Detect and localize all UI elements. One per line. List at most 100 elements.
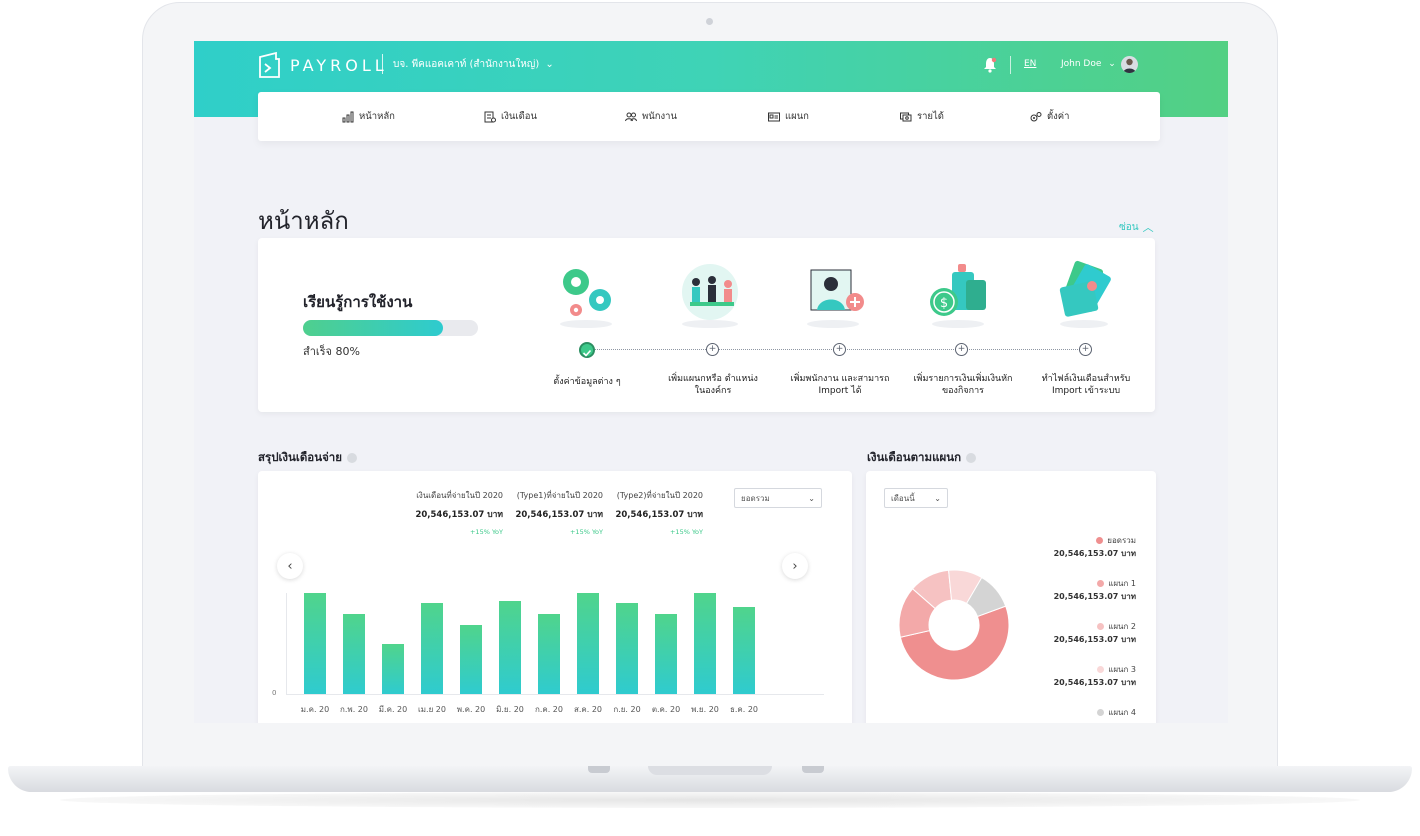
salary-summary-card: เงินเดือนที่จ่ายในปี 2020 20,546,153.07 …	[258, 471, 852, 723]
chart-bar[interactable]	[616, 603, 638, 694]
chart-bar[interactable]	[460, 625, 482, 694]
id-card-icon	[768, 112, 780, 121]
progress-bar	[303, 320, 478, 336]
laptop-shadow	[60, 792, 1360, 808]
chart-bar[interactable]	[421, 603, 443, 694]
chart-bar[interactable]	[499, 601, 521, 694]
help-icon[interactable]	[966, 453, 977, 463]
step-label-line1: ทำไฟล์เงินเดือนสำหรับ	[1041, 374, 1131, 384]
language-toggle[interactable]: EN	[1024, 59, 1037, 69]
x-tick-label: มี.ค. 20	[378, 705, 408, 714]
department-legend: ยอดรวม 20,546,153.07 บาท แผนก 1 20,546,153.…	[976, 534, 1136, 723]
payroll-icon	[484, 111, 496, 122]
nav-item-employees[interactable]: พนักงาน	[625, 92, 677, 141]
stat-change: +15% YoY	[569, 528, 603, 536]
chart-bar[interactable]	[343, 614, 365, 694]
hide-toggle[interactable]: ซ่อน ︿	[1119, 219, 1154, 235]
legend-dot	[1097, 709, 1105, 716]
step-5-label[interactable]: ทำไฟล์เงินเดือนสำหรับ Import เข้าระบบ	[1026, 373, 1146, 397]
x-tick-label: ก.ย. 20	[613, 705, 641, 714]
help-icon[interactable]	[347, 453, 358, 463]
chart-bar[interactable]	[577, 593, 599, 694]
user-menu[interactable]: John Doe ⌄	[1061, 59, 1116, 69]
nav-item-income[interactable]: รายได้	[900, 92, 944, 141]
add-employee-illustration-icon	[807, 269, 864, 328]
salary-summary-title: สรุปเงินเดือนจ่าย	[258, 449, 358, 467]
step-5-plus-icon[interactable]: +	[1079, 343, 1092, 356]
chevron-down-icon: ⌄	[808, 493, 815, 503]
donut-slice[interactable]	[899, 605, 1010, 681]
chevron-down-icon: ⌄	[545, 59, 554, 70]
nav-item-label: เงินเดือน	[501, 111, 537, 122]
x-tick-label: ก.พ. 20	[340, 705, 368, 714]
step-4-plus-icon[interactable]: +	[955, 343, 968, 356]
team-illustration-icon	[682, 264, 738, 328]
step-2-plus-icon[interactable]: +	[706, 343, 719, 356]
stat-total: เงินเดือนที่จ่ายในปี 2020 20,546,153.07 …	[398, 489, 503, 536]
step-label-line2: Import ได้	[818, 386, 862, 396]
legend-item: แผนก 4	[1016, 706, 1136, 719]
x-tick-label: ต.ค. 20	[651, 705, 681, 714]
step-label-line2: ในองค์กร	[694, 386, 732, 396]
laptop-notch	[648, 766, 772, 775]
legend-item: แผนก 2	[1016, 620, 1136, 633]
donut-slice[interactable]	[965, 576, 1007, 618]
y-axis-zero-label: 0	[272, 689, 277, 697]
chart-bar[interactable]	[304, 593, 326, 694]
legend-value: 20,546,153.07 บาท	[1053, 549, 1136, 558]
step-3-plus-icon[interactable]: +	[833, 343, 846, 356]
chart-bar[interactable]	[538, 614, 560, 694]
legend-value: 20,546,153.07 บาท	[1053, 635, 1136, 644]
laptop-hinge-left	[588, 766, 610, 773]
department-salary-title-text: เงินเดือนตามแผนก	[867, 450, 962, 464]
stat-value: 20,546,153.07 บาท	[415, 510, 503, 520]
legend-label: ยอดรวม	[1107, 536, 1136, 545]
step-4-label[interactable]: เพิ่มรายการเงินเพิ่มเงินหัก ของกิจการ	[903, 373, 1023, 397]
chart-y-axis	[286, 593, 287, 695]
header-divider	[382, 54, 383, 74]
legend-dot	[1097, 666, 1105, 673]
legend-item: ยอดรวม	[1016, 534, 1136, 547]
camera-icon	[706, 18, 713, 25]
svg-text:$: $	[940, 296, 948, 311]
chart-prev-button[interactable]: ‹	[277, 553, 303, 579]
chart-bar[interactable]	[694, 593, 716, 694]
period-select[interactable]: เดือนนี้ ⌄	[884, 488, 948, 508]
salary-type-select[interactable]: ยอดรวม ⌄	[734, 488, 822, 508]
stat-change: +15% YoY	[469, 528, 503, 536]
settings-gears-illustration-icon	[560, 269, 612, 328]
nav-item-label: แผนก	[785, 111, 809, 122]
salary-summary-title-text: สรุปเงินเดือนจ่าย	[258, 450, 343, 464]
step-3-label[interactable]: เพิ่มพนักงาน และสามารถ Import ได้	[780, 373, 900, 397]
nav-item-salary[interactable]: เงินเดือน	[484, 92, 537, 141]
company-selector[interactable]: บจ. พีคแอคเคาท์ (สำนักงานใหญ่) ⌄	[393, 57, 554, 72]
money-icon	[900, 112, 912, 121]
x-tick-label: พ.ย. 20	[691, 705, 719, 714]
legend-label: แผนก 1	[1108, 579, 1136, 588]
bell-icon[interactable]	[983, 57, 997, 73]
nav-item-departments[interactable]: แผนก	[768, 92, 809, 141]
chart-bar[interactable]	[382, 643, 404, 694]
nav-item-label: ตั้งค่า	[1047, 111, 1070, 122]
chart-bar[interactable]	[655, 614, 677, 694]
chart-next-button[interactable]: ›	[782, 553, 808, 579]
legend-label: แผนก 4	[1108, 708, 1136, 717]
step-label-line1: ตั้งค่าข้อมูลต่าง ๆ	[553, 377, 621, 387]
chevron-left-icon: ‹	[287, 558, 293, 574]
salary-bar-chart: ม.ค. 20 ก.พ. 20 มี.ค. 20 เม.ย 20 พ.ค. 20 มิ.ย…	[258, 471, 852, 723]
step-1-label[interactable]: ตั้งค่าข้อมูลต่าง ๆ	[527, 376, 647, 388]
legend-item: แผนก 1	[1016, 577, 1136, 590]
legend-dot	[1096, 537, 1104, 544]
step-1-check-icon[interactable]	[579, 342, 595, 358]
user-avatar-icon	[1123, 58, 1136, 73]
stat-label: (Type2)ที่จ่ายในปี 2020	[616, 491, 703, 500]
avatar[interactable]	[1121, 56, 1138, 73]
nav-item-settings[interactable]: ตั้งค่า	[1030, 92, 1070, 141]
app-logo-text[interactable]: PAYROLL	[290, 56, 388, 75]
chevron-right-icon: ›	[792, 558, 798, 574]
nav-item-home[interactable]: หน้าหลัก	[342, 92, 395, 141]
user-name: John Doe	[1061, 59, 1102, 69]
step-2-label[interactable]: เพิ่มแผนกหรือ ตำแหน่ง ในองค์กร	[653, 373, 773, 397]
chart-bar[interactable]	[733, 607, 755, 694]
stat-value: 20,546,153.07 บาท	[615, 510, 703, 520]
